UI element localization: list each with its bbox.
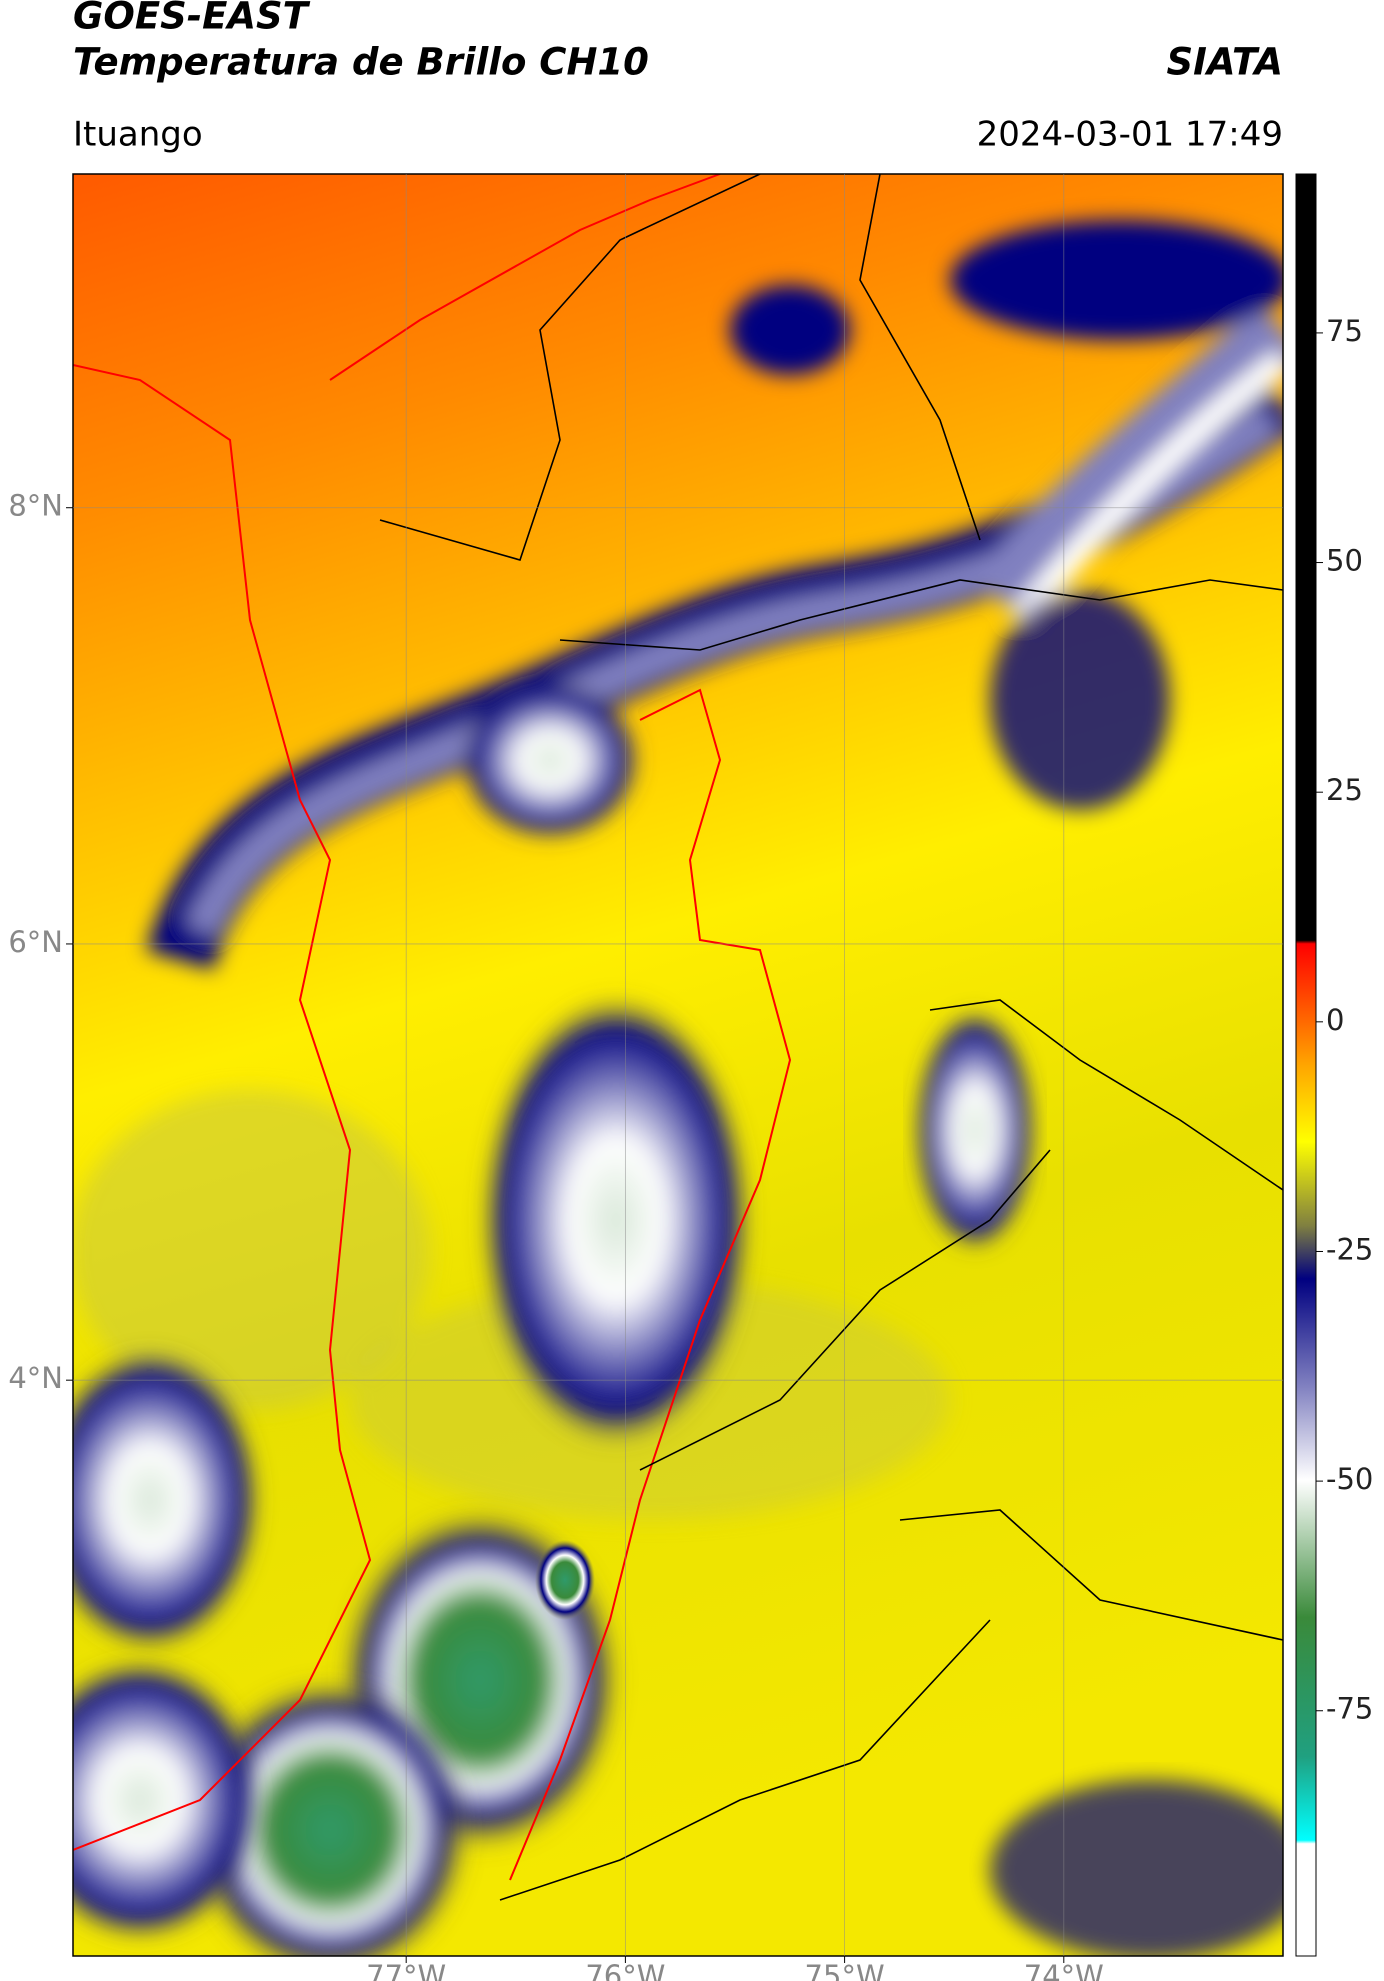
y-tick-label: 4°N bbox=[8, 1361, 63, 1395]
x-tick-label: 75°W bbox=[805, 1959, 885, 1981]
colorbar-tick-label: 0 bbox=[1326, 1003, 1344, 1037]
colorbar bbox=[1295, 173, 1317, 1957]
title: GOES-EAST bbox=[73, 0, 311, 38]
colorbar-tick-label: -75 bbox=[1326, 1692, 1373, 1726]
x-tick-label: 74°W bbox=[1024, 1959, 1104, 1981]
location: Ituango bbox=[73, 115, 203, 155]
y-tick-label: 6°N bbox=[8, 925, 63, 959]
colorbar-tick-label: 25 bbox=[1326, 773, 1363, 807]
x-tick-label: 77°W bbox=[366, 1959, 446, 1981]
colorbar-tick-label: -25 bbox=[1326, 1232, 1373, 1266]
y-tick-label: 8°N bbox=[8, 489, 63, 523]
timestamp: 2024-03-01 17:49 bbox=[977, 115, 1283, 155]
colorbar-tick-label: 75 bbox=[1326, 314, 1363, 348]
subtitle: Temperatura de Brillo CH10 bbox=[73, 41, 649, 84]
map-frame bbox=[72, 173, 1284, 1957]
map-image bbox=[73, 174, 1283, 1956]
brand: SIATA bbox=[1166, 41, 1283, 84]
colorbar-tick-label: -50 bbox=[1326, 1462, 1373, 1496]
x-tick-label: 76°W bbox=[585, 1959, 665, 1981]
colorbar-tick-label: 50 bbox=[1326, 544, 1363, 578]
